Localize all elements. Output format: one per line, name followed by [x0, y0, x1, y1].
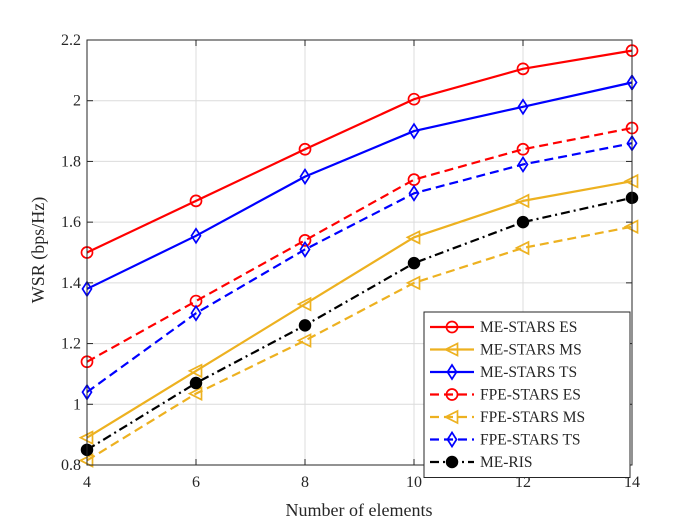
- legend-marker: [446, 430, 458, 449]
- legend-item: FPE-STARS ES: [430, 387, 581, 404]
- legend-marker: [445, 455, 459, 469]
- series-line: [86, 81, 633, 290]
- data-point: [407, 92, 421, 106]
- legend-label: ME-RIS: [480, 454, 533, 471]
- legend-label: FPE-STARS ES: [480, 387, 581, 404]
- data-point: [516, 62, 530, 76]
- data-point: [298, 142, 312, 156]
- legend-marker: [445, 320, 459, 334]
- data-point: [408, 184, 420, 202]
- legend-marker: [443, 409, 459, 425]
- data-point: [189, 376, 203, 390]
- x-tick-label: 6: [192, 474, 200, 491]
- x-tick-label: 14: [624, 474, 640, 491]
- legend-label: FPE-STARS MS: [480, 409, 585, 426]
- y-tick-label: 1: [73, 396, 81, 413]
- axes: [86, 39, 633, 466]
- tick-labels: 4 6 8 10 12 14 0.8 1 1.2 1.4 1.6 1.8 2 2.2: [61, 32, 640, 491]
- legend-label: ME-STARS ES: [480, 319, 577, 336]
- data-point: [405, 229, 421, 245]
- y-tick-label: 1.8: [61, 153, 81, 170]
- series-line: [86, 126, 633, 363]
- legend-item: ME-STARS MS: [430, 342, 582, 359]
- legend-label: FPE-STARS TS: [480, 432, 581, 449]
- data-point: [298, 319, 312, 332]
- x-tick-label: 4: [83, 474, 91, 491]
- data-point: [190, 227, 202, 245]
- data-point: [516, 142, 530, 156]
- series-line: [86, 225, 633, 462]
- legend-item: ME-STARS TS: [430, 363, 577, 381]
- legend-marker: [443, 342, 459, 357]
- data-point: [296, 296, 312, 312]
- data-point: [516, 215, 530, 229]
- x-axis-label: Number of elements: [286, 500, 433, 520]
- legend-label: ME-STARS TS: [480, 364, 577, 381]
- data-point: [405, 275, 421, 291]
- legend-item: ME-STARS ES: [430, 319, 577, 336]
- data-point: [407, 256, 421, 270]
- y-tick-label: 2.2: [61, 32, 81, 49]
- x-tick-label: 10: [406, 474, 422, 491]
- x-tick-label: 8: [301, 474, 309, 491]
- series-line: [86, 142, 633, 394]
- y-tick-label: 2: [73, 93, 81, 110]
- y-tick-label: 1.4: [61, 275, 81, 292]
- x-tick-label: 12: [515, 474, 531, 491]
- data-point: [187, 386, 203, 402]
- data-point: [517, 155, 529, 174]
- series-line: [86, 180, 633, 439]
- data-point: [299, 168, 311, 186]
- legend-item: ME-RIS: [430, 454, 533, 471]
- axes-box: [86, 39, 633, 466]
- y-tick-label: 0.8: [61, 457, 81, 474]
- data-point: [514, 193, 530, 209]
- y-tick-label: 1.6: [61, 214, 81, 231]
- y-tick-label: 1.2: [61, 336, 81, 353]
- data-point: [299, 240, 311, 259]
- data-point: [514, 240, 530, 256]
- data-point: [298, 234, 312, 247]
- data-point: [517, 98, 529, 116]
- series-me-stars-ts: [81, 73, 638, 298]
- y-axis-label: WSR (bps/Hz): [28, 197, 49, 304]
- data-point: [296, 333, 312, 348]
- legend-item: FPE-STARS MS: [430, 409, 585, 426]
- legend-label: ME-STARS MS: [480, 342, 582, 359]
- data-point: [187, 363, 203, 379]
- series-layer: [78, 44, 639, 468]
- legend-marker: [445, 388, 459, 401]
- legend-marker: [446, 363, 458, 381]
- series-line: [86, 49, 633, 254]
- legend-item: FPE-STARS TS: [430, 430, 581, 449]
- legend: ME-STARS ES ME-STARS MS ME-STARS TS FPE-STA…: [423, 311, 631, 478]
- data-point: [190, 304, 202, 322]
- data-point: [408, 122, 420, 140]
- data-point: [189, 194, 203, 208]
